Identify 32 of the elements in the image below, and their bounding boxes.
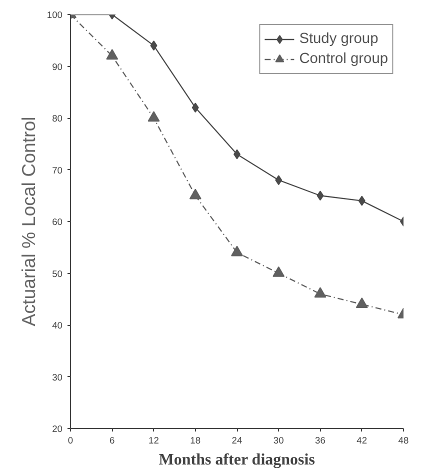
y-tick-label: 80 — [52, 114, 63, 124]
x-tick-label: 24 — [232, 436, 242, 446]
x-tick-label: 6 — [110, 436, 115, 446]
x-tick-label: 12 — [148, 436, 159, 446]
point — [275, 175, 282, 186]
point — [314, 287, 326, 298]
point — [150, 40, 158, 51]
point — [189, 188, 202, 200]
y-axis-title: Actuarial % Local Control — [18, 116, 39, 326]
y-tick-label: 90 — [52, 62, 63, 72]
point — [231, 246, 243, 256]
y-tick-label: 40 — [52, 320, 63, 330]
point — [192, 102, 199, 113]
point — [358, 196, 366, 206]
y-tick-label: 30 — [52, 372, 63, 382]
point — [356, 297, 368, 308]
y-tick-label: 50 — [52, 268, 63, 279]
point — [316, 190, 324, 201]
point — [272, 266, 285, 277]
legend-label: Control group — [299, 51, 388, 67]
x-tick-label: 0 — [68, 436, 74, 446]
x-tick-label: 42 — [356, 436, 368, 446]
x-tick-label: 30 — [273, 436, 284, 446]
y-tick-label: 60 — [52, 217, 63, 227]
y-tick-label: 100 — [46, 10, 63, 20]
x-axis-title: Months after diagnosis — [158, 452, 315, 468]
y-tick-label: 20 — [52, 424, 63, 434]
legend-label: Study group — [299, 31, 378, 47]
x-tick-label: 18 — [190, 436, 201, 446]
y-tick-label: 70 — [52, 165, 63, 176]
x-tick-label: 36 — [315, 436, 326, 446]
x-tick-label: 48 — [398, 436, 409, 446]
